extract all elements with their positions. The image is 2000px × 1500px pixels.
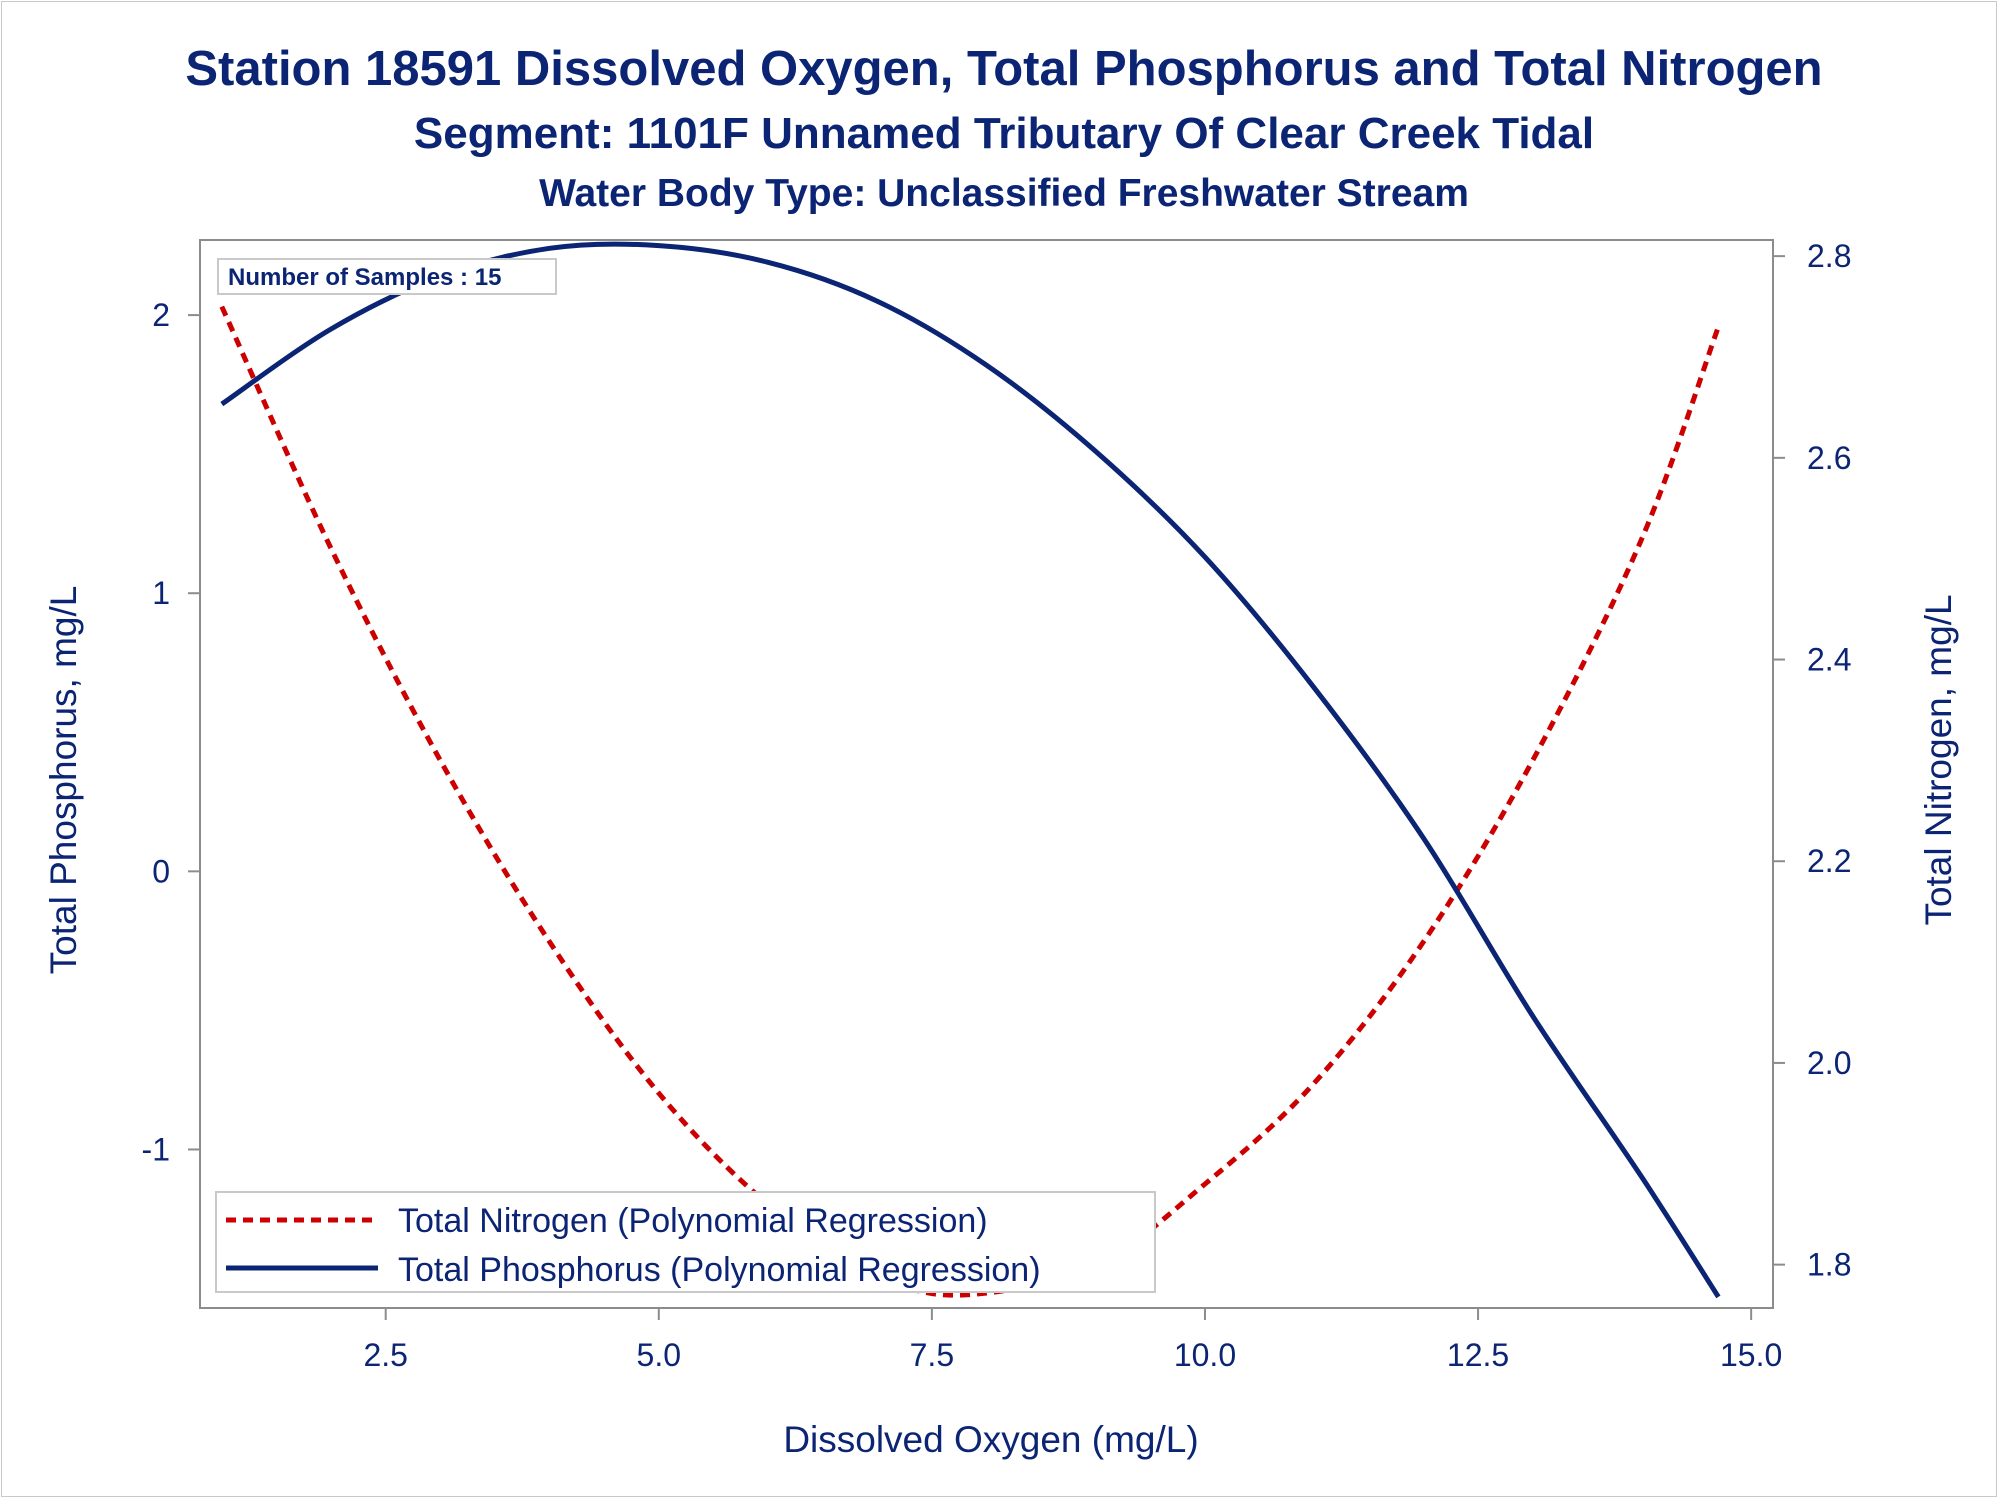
x-axis: 2.5 5.0 7.5 10.0 12.5 15.0 [363, 1308, 1782, 1373]
y-right-tick-label: 2.6 [1807, 440, 1851, 476]
series-line-nitrogen [219, 305, 1721, 1298]
x-tick-label: 10.0 [1174, 1337, 1236, 1373]
x-tick-label: 2.5 [363, 1337, 407, 1373]
legend-label-nitrogen: Total Nitrogen (Polynomial Regression) [398, 1202, 988, 1240]
x-tick-label: 12.5 [1447, 1337, 1509, 1373]
y-axis-left: -1 0 1 2 [142, 297, 200, 1167]
y-right-tick-label: 2.2 [1807, 843, 1851, 879]
legend-box [215, 1191, 1156, 1293]
y-axis-right-label: Total Nitrogen, mg/L [1918, 594, 1959, 925]
y-axis-left-label: Total Phosphorus, mg/L [43, 586, 84, 975]
inset-text: Number of Samples : 15 [228, 264, 501, 291]
x-tick-label: 15.0 [1720, 1337, 1782, 1373]
y-axis-right: 1.8 2.0 2.2 2.4 2.6 2.8 [1773, 238, 1851, 1283]
legend: Total Nitrogen (Polynomial Regression) T… [215, 1191, 1156, 1293]
plot-area [199, 239, 1774, 1309]
inset-box: Number of Samples : 15 [217, 258, 557, 295]
y-left-tick-label: 0 [152, 853, 170, 889]
y-left-tick-label: 1 [152, 575, 170, 611]
chart-title: Station 18591 Dissolved Oxygen, Total Ph… [185, 42, 1822, 96]
legend-label-phosphorus: Total Phosphorus (Polynomial Regression) [398, 1251, 1041, 1289]
y-right-tick-label: 2.4 [1807, 642, 1851, 678]
y-left-tick-label: 2 [152, 297, 170, 333]
y-right-tick-label: 2.0 [1807, 1045, 1851, 1081]
chart-subtitle: Segment: 1101F Unnamed Tributary Of Clea… [414, 109, 1594, 158]
y-left-tick-label: -1 [142, 1131, 170, 1167]
chart-subtitle-2: Water Body Type: Unclassified Freshwater… [539, 172, 1469, 215]
x-axis-label: Dissolved Oxygen (mg/L) [783, 1419, 1198, 1460]
y-right-tick-label: 2.8 [1807, 238, 1851, 274]
x-tick-label: 7.5 [910, 1337, 954, 1373]
x-tick-label: 5.0 [637, 1337, 681, 1373]
y-right-tick-label: 1.8 [1807, 1247, 1851, 1283]
